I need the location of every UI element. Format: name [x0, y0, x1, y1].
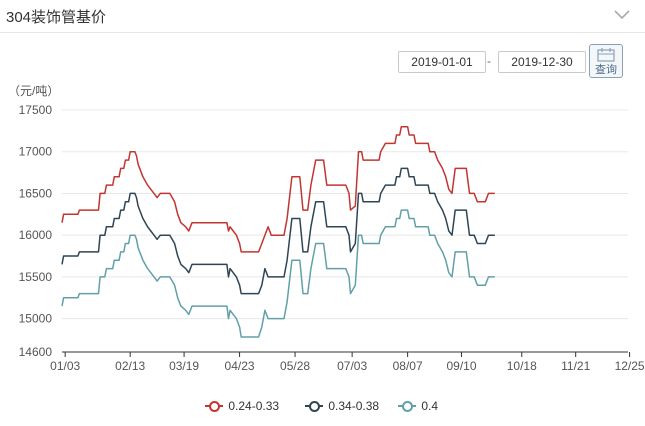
- query-button-label: 查询: [595, 64, 617, 76]
- y-tick-label: 16000: [19, 228, 53, 242]
- search-icon: [597, 48, 615, 62]
- legend-marker-icon: [205, 400, 223, 412]
- legend-label: 0.34-0.38: [328, 398, 380, 413]
- x-tick-label: 11/21: [561, 359, 590, 373]
- series-line-1: [61, 167, 495, 295]
- x-tick-label: 10/18: [507, 359, 537, 373]
- x-tick-label: 05/28: [280, 359, 310, 373]
- y-tick-label: 15000: [19, 312, 53, 326]
- x-tick-label: 02/13: [115, 359, 145, 373]
- series-line-0: [61, 125, 495, 253]
- legend-marker-icon: [305, 400, 323, 412]
- x-tick-label: 07/03: [337, 359, 367, 373]
- x-tick-label: 01/03: [50, 359, 80, 373]
- y-tick-label: 17000: [19, 145, 53, 159]
- x-tick-label: 09/10: [447, 359, 477, 373]
- start-date-input[interactable]: 2019-01-01: [398, 51, 486, 73]
- legend-item-2[interactable]: 0.4: [398, 398, 438, 414]
- chevron-down-icon[interactable]: [613, 6, 631, 24]
- x-tick-label: 12/25: [615, 359, 645, 373]
- grid-lines: [62, 109, 628, 353]
- y-tick-label: 16500: [19, 186, 53, 200]
- y-tick-label: 14600: [19, 345, 53, 359]
- panel-title: 304装饰管基价: [6, 9, 107, 26]
- legend-label: 0.24-0.33: [228, 398, 280, 413]
- date-separator: -: [487, 54, 491, 68]
- y-tick-label: 15500: [19, 270, 53, 284]
- x-tick-label: 03/19: [169, 359, 199, 373]
- legend-item-1[interactable]: 0.34-0.38: [305, 398, 379, 414]
- series-lines: [61, 125, 495, 338]
- panel-header: 304装饰管基价: [0, 0, 645, 33]
- legend-item-0[interactable]: 0.24-0.33: [205, 398, 279, 414]
- query-button[interactable]: 查询: [589, 44, 623, 78]
- y-axis-unit: （元/吨）: [8, 84, 60, 98]
- legend-marker-icon: [398, 400, 416, 412]
- axes: 14600 15000 15500 16000 16500 17000 17500 01/03…: [19, 103, 645, 373]
- x-tick-label: 04/23: [225, 359, 255, 373]
- y-tick-label: 17500: [19, 103, 53, 117]
- legend-label: 0.4: [421, 398, 439, 413]
- end-date-input[interactable]: 2019-12-30: [498, 51, 586, 73]
- series-line-2: [61, 209, 495, 338]
- x-tick-label: 08/07: [393, 359, 423, 373]
